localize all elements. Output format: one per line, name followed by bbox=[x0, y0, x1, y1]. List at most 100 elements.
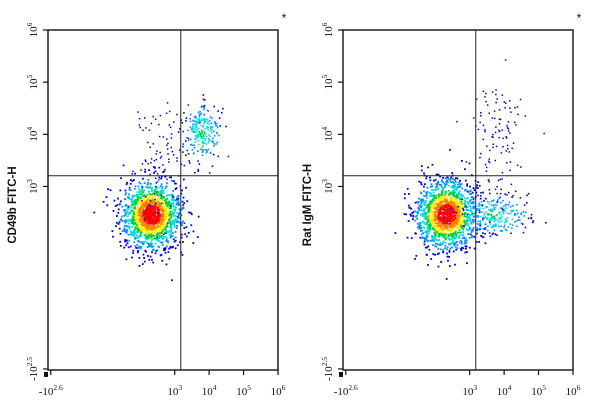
population-double-negative-event bbox=[112, 235, 114, 238]
population-CD49b+-event bbox=[215, 122, 218, 125]
population-sparse-upper-left-event bbox=[156, 236, 158, 239]
population-double-negative-event bbox=[451, 197, 454, 199]
population-lower-right-event bbox=[504, 204, 507, 206]
population-double-negative-event bbox=[452, 225, 455, 228]
x-tick-label: 103 bbox=[462, 383, 477, 398]
population-sparse-upper-right-event bbox=[485, 166, 488, 169]
population-sparse-upper-left-event bbox=[176, 157, 178, 159]
population-sparse-upper-left-event bbox=[147, 163, 149, 165]
population-double-negative-event bbox=[153, 192, 155, 195]
population-double-negative-event bbox=[136, 236, 139, 239]
population-double-negative-event bbox=[454, 246, 457, 249]
population-double-negative-event bbox=[434, 253, 436, 256]
population-double-negative-event bbox=[444, 233, 447, 236]
population-double-negative-event bbox=[139, 220, 142, 223]
population-double-negative-event bbox=[425, 193, 428, 196]
population-double-negative-event bbox=[466, 229, 469, 232]
population-double-negative-event bbox=[156, 181, 159, 183]
population-lower-right-event bbox=[478, 228, 480, 230]
population-double-negative-event bbox=[434, 233, 437, 236]
population-double-negative-event bbox=[453, 200, 455, 203]
population-sparse-upper-right-event bbox=[524, 115, 527, 117]
population-double-negative-event bbox=[155, 250, 158, 252]
population-double-negative-event bbox=[129, 182, 132, 185]
population-double-negative-event bbox=[137, 193, 140, 196]
population-double-negative-event bbox=[124, 221, 127, 224]
population-CD49b+-event bbox=[203, 114, 206, 116]
population-sparse-upper-left-event bbox=[158, 135, 161, 138]
population-double-negative-event bbox=[182, 241, 184, 243]
x-tick-label: 103 bbox=[167, 383, 182, 398]
population-double-negative-event bbox=[105, 196, 108, 198]
population-double-negative-event bbox=[427, 264, 429, 266]
population-double-negative-event bbox=[449, 192, 451, 195]
population-double-negative-event bbox=[165, 214, 168, 217]
population-double-negative-event bbox=[150, 183, 152, 185]
population-double-negative-event bbox=[166, 207, 168, 210]
population-CD49b+-event bbox=[202, 149, 205, 151]
population-double-negative-event bbox=[142, 209, 145, 212]
population-double-negative-event bbox=[438, 183, 441, 186]
population-double-negative-event bbox=[410, 214, 412, 217]
population-double-negative-event bbox=[133, 179, 135, 181]
population-double-negative-event bbox=[447, 230, 450, 232]
population-double-negative-event bbox=[454, 188, 457, 191]
population-double-negative-event bbox=[448, 220, 451, 223]
population-double-negative-event bbox=[440, 180, 443, 183]
population-sparse-upper-right-event bbox=[488, 158, 490, 160]
population-double-negative-event bbox=[150, 241, 152, 244]
population-double-negative-event bbox=[129, 220, 132, 223]
population-sparse-upper-left-event bbox=[147, 141, 149, 144]
population-lower-right-event bbox=[488, 219, 490, 221]
population-lower-right-event bbox=[515, 209, 518, 212]
population-double-negative-event bbox=[162, 216, 165, 218]
population-double-negative-event bbox=[169, 236, 172, 239]
population-sparse-upper-left-event bbox=[161, 202, 163, 205]
population-double-negative-event bbox=[169, 217, 172, 220]
population-double-negative-event bbox=[438, 239, 440, 241]
population-double-negative-event bbox=[138, 220, 140, 223]
population-sparse-upper-left-event bbox=[180, 163, 183, 166]
population-double-negative-event bbox=[428, 212, 431, 214]
population-double-negative-event bbox=[422, 213, 425, 215]
population-double-negative-event bbox=[460, 214, 462, 217]
population-double-negative-event bbox=[154, 237, 157, 240]
population-double-negative-event bbox=[160, 183, 163, 186]
population-double-negative-event bbox=[453, 214, 456, 217]
population-double-negative-event bbox=[433, 222, 436, 225]
population-double-negative-event bbox=[102, 200, 105, 203]
population-double-negative-event bbox=[432, 253, 435, 255]
population-lower-right-event bbox=[494, 225, 496, 227]
population-CD49b+-event bbox=[196, 120, 199, 123]
population-double-negative-event bbox=[465, 242, 468, 244]
population-double-negative-event bbox=[447, 224, 449, 227]
population-double-negative-event bbox=[471, 212, 473, 214]
population-double-negative-event bbox=[439, 193, 442, 196]
population-double-negative-event bbox=[147, 246, 149, 248]
population-double-negative-event bbox=[420, 202, 423, 205]
population-double-negative-event bbox=[471, 236, 473, 238]
population-double-negative-event bbox=[439, 175, 441, 178]
population-sparse-upper-left-event bbox=[138, 124, 141, 126]
population-double-negative-event bbox=[144, 201, 147, 203]
population-double-negative-event bbox=[176, 202, 178, 205]
population-double-negative-event bbox=[479, 224, 482, 227]
population-double-negative-event bbox=[472, 187, 475, 189]
population-double-negative-event bbox=[132, 234, 135, 237]
population-double-negative-event bbox=[168, 257, 171, 260]
population-double-negative-event bbox=[141, 215, 144, 218]
population-double-negative-event bbox=[444, 245, 447, 247]
population-CD49b+-event bbox=[200, 137, 203, 140]
population-double-negative-event bbox=[123, 220, 126, 222]
population-double-negative-event bbox=[434, 225, 437, 228]
population-lower-right-event bbox=[473, 212, 476, 214]
population-CD49b+-event bbox=[210, 122, 213, 124]
population-double-negative-event bbox=[114, 205, 117, 207]
population-double-negative-event bbox=[152, 215, 155, 218]
population-lower-right-event bbox=[509, 206, 512, 208]
population-double-negative-event bbox=[161, 204, 164, 206]
population-double-negative-event bbox=[136, 251, 139, 254]
population-sparse-upper-right-event bbox=[517, 113, 519, 116]
y-tick-label: -102.5 bbox=[25, 357, 40, 381]
population-sparse-upper-right-event bbox=[506, 127, 509, 129]
